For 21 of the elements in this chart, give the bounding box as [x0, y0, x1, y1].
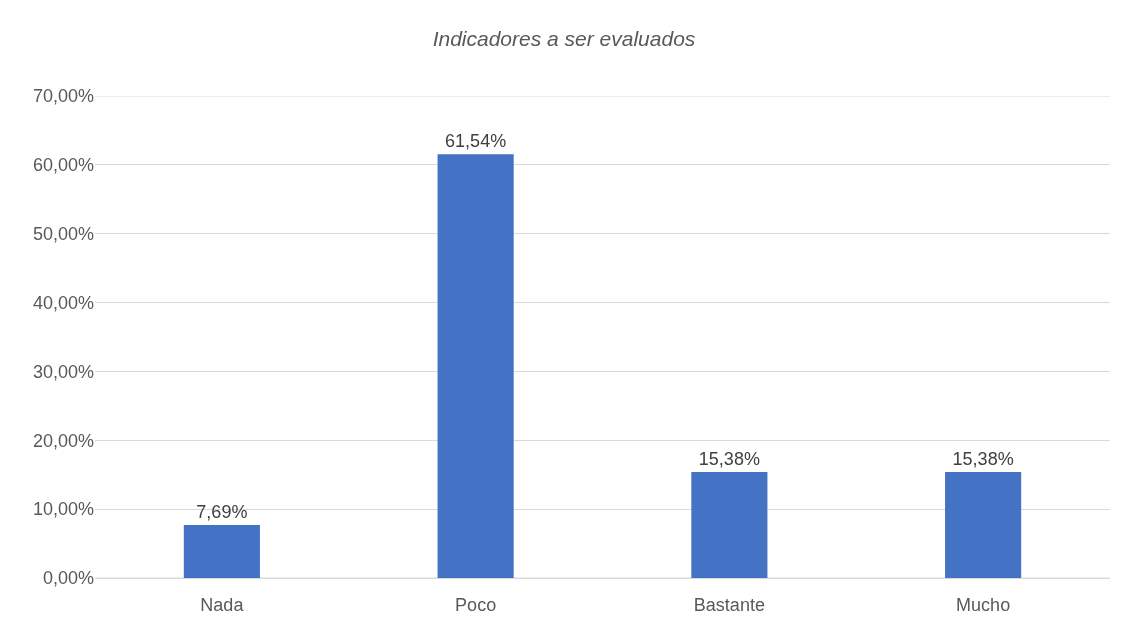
bar [183, 525, 260, 578]
bar [945, 472, 1022, 578]
y-tick-label: 30,00% [32, 361, 94, 382]
data-label: 7,69% [196, 502, 248, 523]
y-tick-label: 0,00% [42, 568, 94, 589]
x-tick-label: Nada [200, 594, 245, 615]
chart-title: Indicadores a ser evaluados [432, 27, 696, 51]
data-label: 15,38% [952, 449, 1014, 470]
x-tick-label: Poco [455, 594, 497, 615]
data-label: 15,38% [698, 449, 760, 470]
data-label: 61,54% [445, 131, 507, 152]
y-tick-label: 20,00% [32, 430, 94, 451]
bar [691, 472, 768, 578]
x-tick-label: Mucho [956, 594, 1011, 615]
bar [437, 154, 514, 578]
y-tick-label: 60,00% [32, 155, 94, 176]
y-tick-label: 10,00% [32, 499, 94, 520]
y-tick-label: 40,00% [32, 292, 94, 313]
x-tick-label: Bastante [693, 594, 765, 615]
y-tick-label: 70,00% [32, 86, 94, 107]
y-tick-label: 50,00% [32, 224, 94, 245]
